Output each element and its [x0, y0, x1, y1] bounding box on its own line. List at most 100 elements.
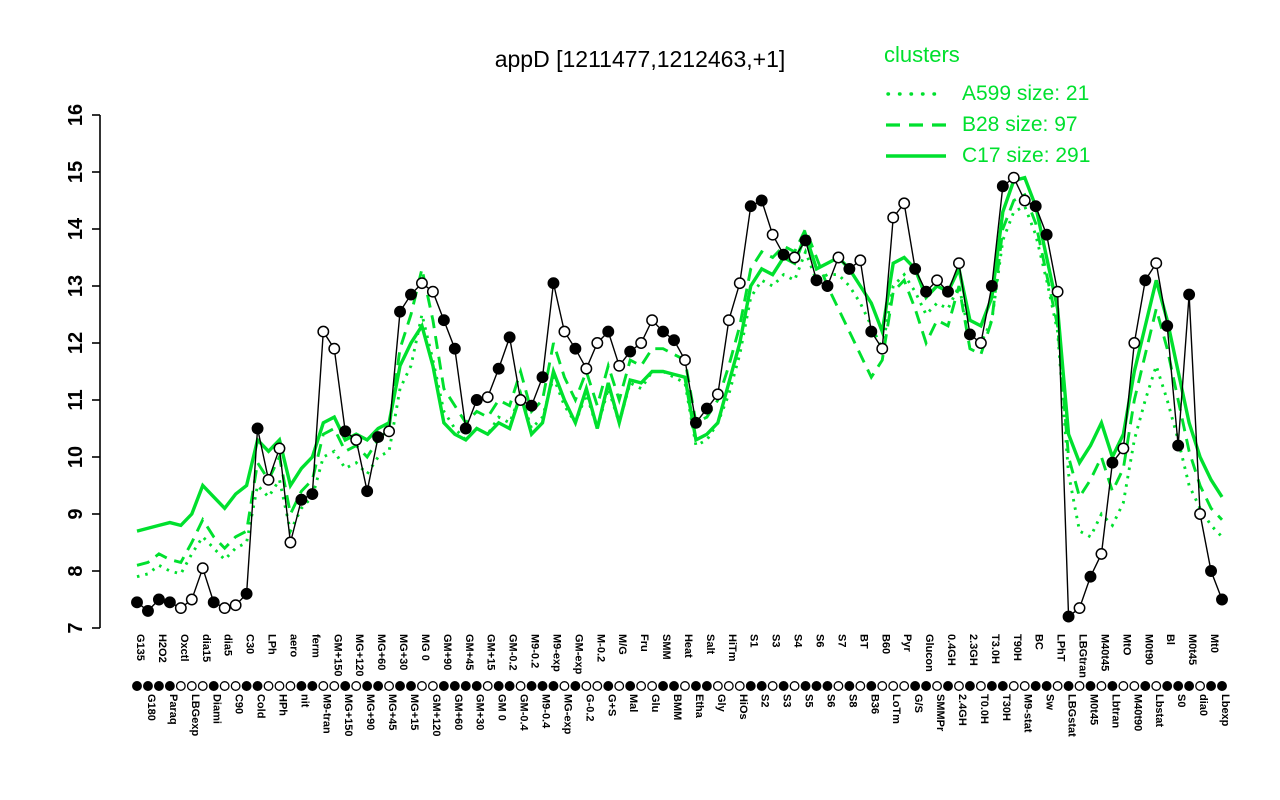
condition-marker: [636, 681, 647, 691]
condition-marker: [888, 681, 899, 691]
data-point: [1161, 319, 1174, 332]
legend-item-a599: A599 size: 21: [884, 78, 1090, 109]
x-tick-label: nit: [298, 694, 310, 708]
x-tick-label: Salt: [704, 634, 716, 655]
x-tick-label: LPhT: [1055, 634, 1067, 662]
data-point: [985, 280, 998, 292]
condition-marker: [1030, 681, 1041, 691]
x-tick-label: Lbtran: [1109, 694, 1121, 729]
dashed-line-sample-icon: [886, 122, 946, 127]
x-tick-label: M40t45: [1098, 634, 1110, 671]
data-point: [306, 488, 319, 500]
condition-marker: [526, 681, 537, 691]
condition-marker: [537, 681, 548, 691]
data-point: [766, 228, 779, 241]
data-point: [580, 362, 593, 375]
data-point: [481, 391, 494, 404]
dotted-line-sample-icon: [886, 91, 946, 96]
data-point: [383, 425, 396, 438]
data-point: [1139, 274, 1152, 287]
x-tick-label: BMM: [671, 694, 683, 720]
legend-item-b28: B28 size: 97: [884, 109, 1090, 140]
condition-marker: [954, 681, 964, 691]
condition-marker: [603, 681, 614, 691]
condition-marker: [1162, 681, 1173, 691]
y-tick-label: 13: [65, 275, 87, 297]
data-point: [492, 362, 505, 375]
condition-marker: [274, 681, 285, 691]
x-tick-label: M0t90: [1142, 634, 1154, 665]
condition-marker: [745, 681, 756, 691]
x-tick-label: T30H: [1000, 694, 1012, 721]
data-point: [810, 274, 823, 287]
x-tick-label: G135: [134, 634, 146, 661]
data-point: [196, 562, 209, 575]
x-tick-label: Glucon: [923, 634, 935, 672]
x-tick-label: MG+30: [397, 634, 409, 670]
x-tick-label: S6: [813, 634, 825, 647]
data-point: [525, 399, 538, 412]
condition-marker: [1063, 681, 1074, 691]
data-point: [843, 262, 856, 275]
x-tick-label: S7: [835, 634, 847, 647]
x-tick-label: B60: [879, 634, 891, 654]
x-tick-label: dia15: [200, 634, 212, 662]
data-point: [284, 536, 297, 549]
condition-marker: [416, 681, 427, 691]
x-tick-label: Heat: [682, 634, 694, 658]
condition-marker: [296, 681, 307, 691]
x-tick-label: 2.4GH: [956, 694, 968, 726]
x-tick-label: S1: [748, 634, 760, 647]
x-tick-label: G+S: [605, 694, 617, 716]
x-tick-label: 0.4GH: [945, 634, 957, 666]
data-point: [668, 334, 680, 347]
condition-marker: [701, 681, 712, 691]
condition-marker: [647, 681, 658, 691]
data-point: [350, 433, 363, 446]
x-tick-label: M9-stat: [1022, 694, 1034, 733]
x-tick-label: H2O2: [156, 634, 168, 663]
x-tick-label: MG-exp: [561, 694, 573, 735]
x-tick-label: Diami: [211, 694, 223, 724]
data-point: [689, 416, 702, 429]
data-point: [317, 325, 330, 338]
data-point: [448, 342, 461, 355]
x-tick-label: MG+120: [353, 634, 365, 677]
x-tick-label: GM-exp: [572, 634, 584, 675]
y-tick-label: 15: [65, 161, 87, 183]
data-point: [635, 337, 648, 349]
y-tick-label: 16: [65, 104, 87, 126]
x-tick-label: M/G: [616, 634, 628, 655]
condition-marker: [877, 681, 888, 691]
x-tick-label: ferm: [309, 634, 321, 658]
gene-profile-line: [136, 176, 1223, 618]
x-tick-label: S3: [770, 634, 782, 647]
x-tick-label: Lbexp: [1219, 694, 1231, 727]
data-point: [437, 314, 450, 327]
data-point: [920, 285, 933, 298]
condition-marker: [855, 681, 866, 691]
condition-marker: [1217, 681, 1227, 691]
x-tick-label: LBGtran: [1077, 634, 1089, 678]
condition-marker: [614, 681, 625, 691]
data-point: [426, 285, 439, 298]
condition-marker: [285, 681, 296, 691]
solid-line-sample-icon: [886, 153, 946, 158]
condition-marker: [767, 681, 778, 691]
chart-title: appD [1211477,1212463,+1]: [494, 46, 786, 72]
condition-marker: [833, 681, 844, 691]
x-tick-label: GM+15: [485, 634, 497, 670]
condition-marker: [493, 681, 504, 691]
condition-marker: [362, 681, 373, 691]
condition-marker: [986, 681, 997, 691]
cluster-line-c17: [136, 175, 1224, 533]
condition-marker: [230, 681, 241, 691]
condition-marker: [241, 681, 252, 691]
condition-marker: [164, 681, 175, 691]
y-tick-label: 7: [65, 622, 87, 633]
data-point: [569, 342, 582, 355]
x-tick-label: LBGstat: [1066, 694, 1078, 737]
y-tick-label: 8: [65, 565, 87, 576]
condition-marker: [132, 681, 142, 691]
condition-marker: [997, 681, 1008, 691]
